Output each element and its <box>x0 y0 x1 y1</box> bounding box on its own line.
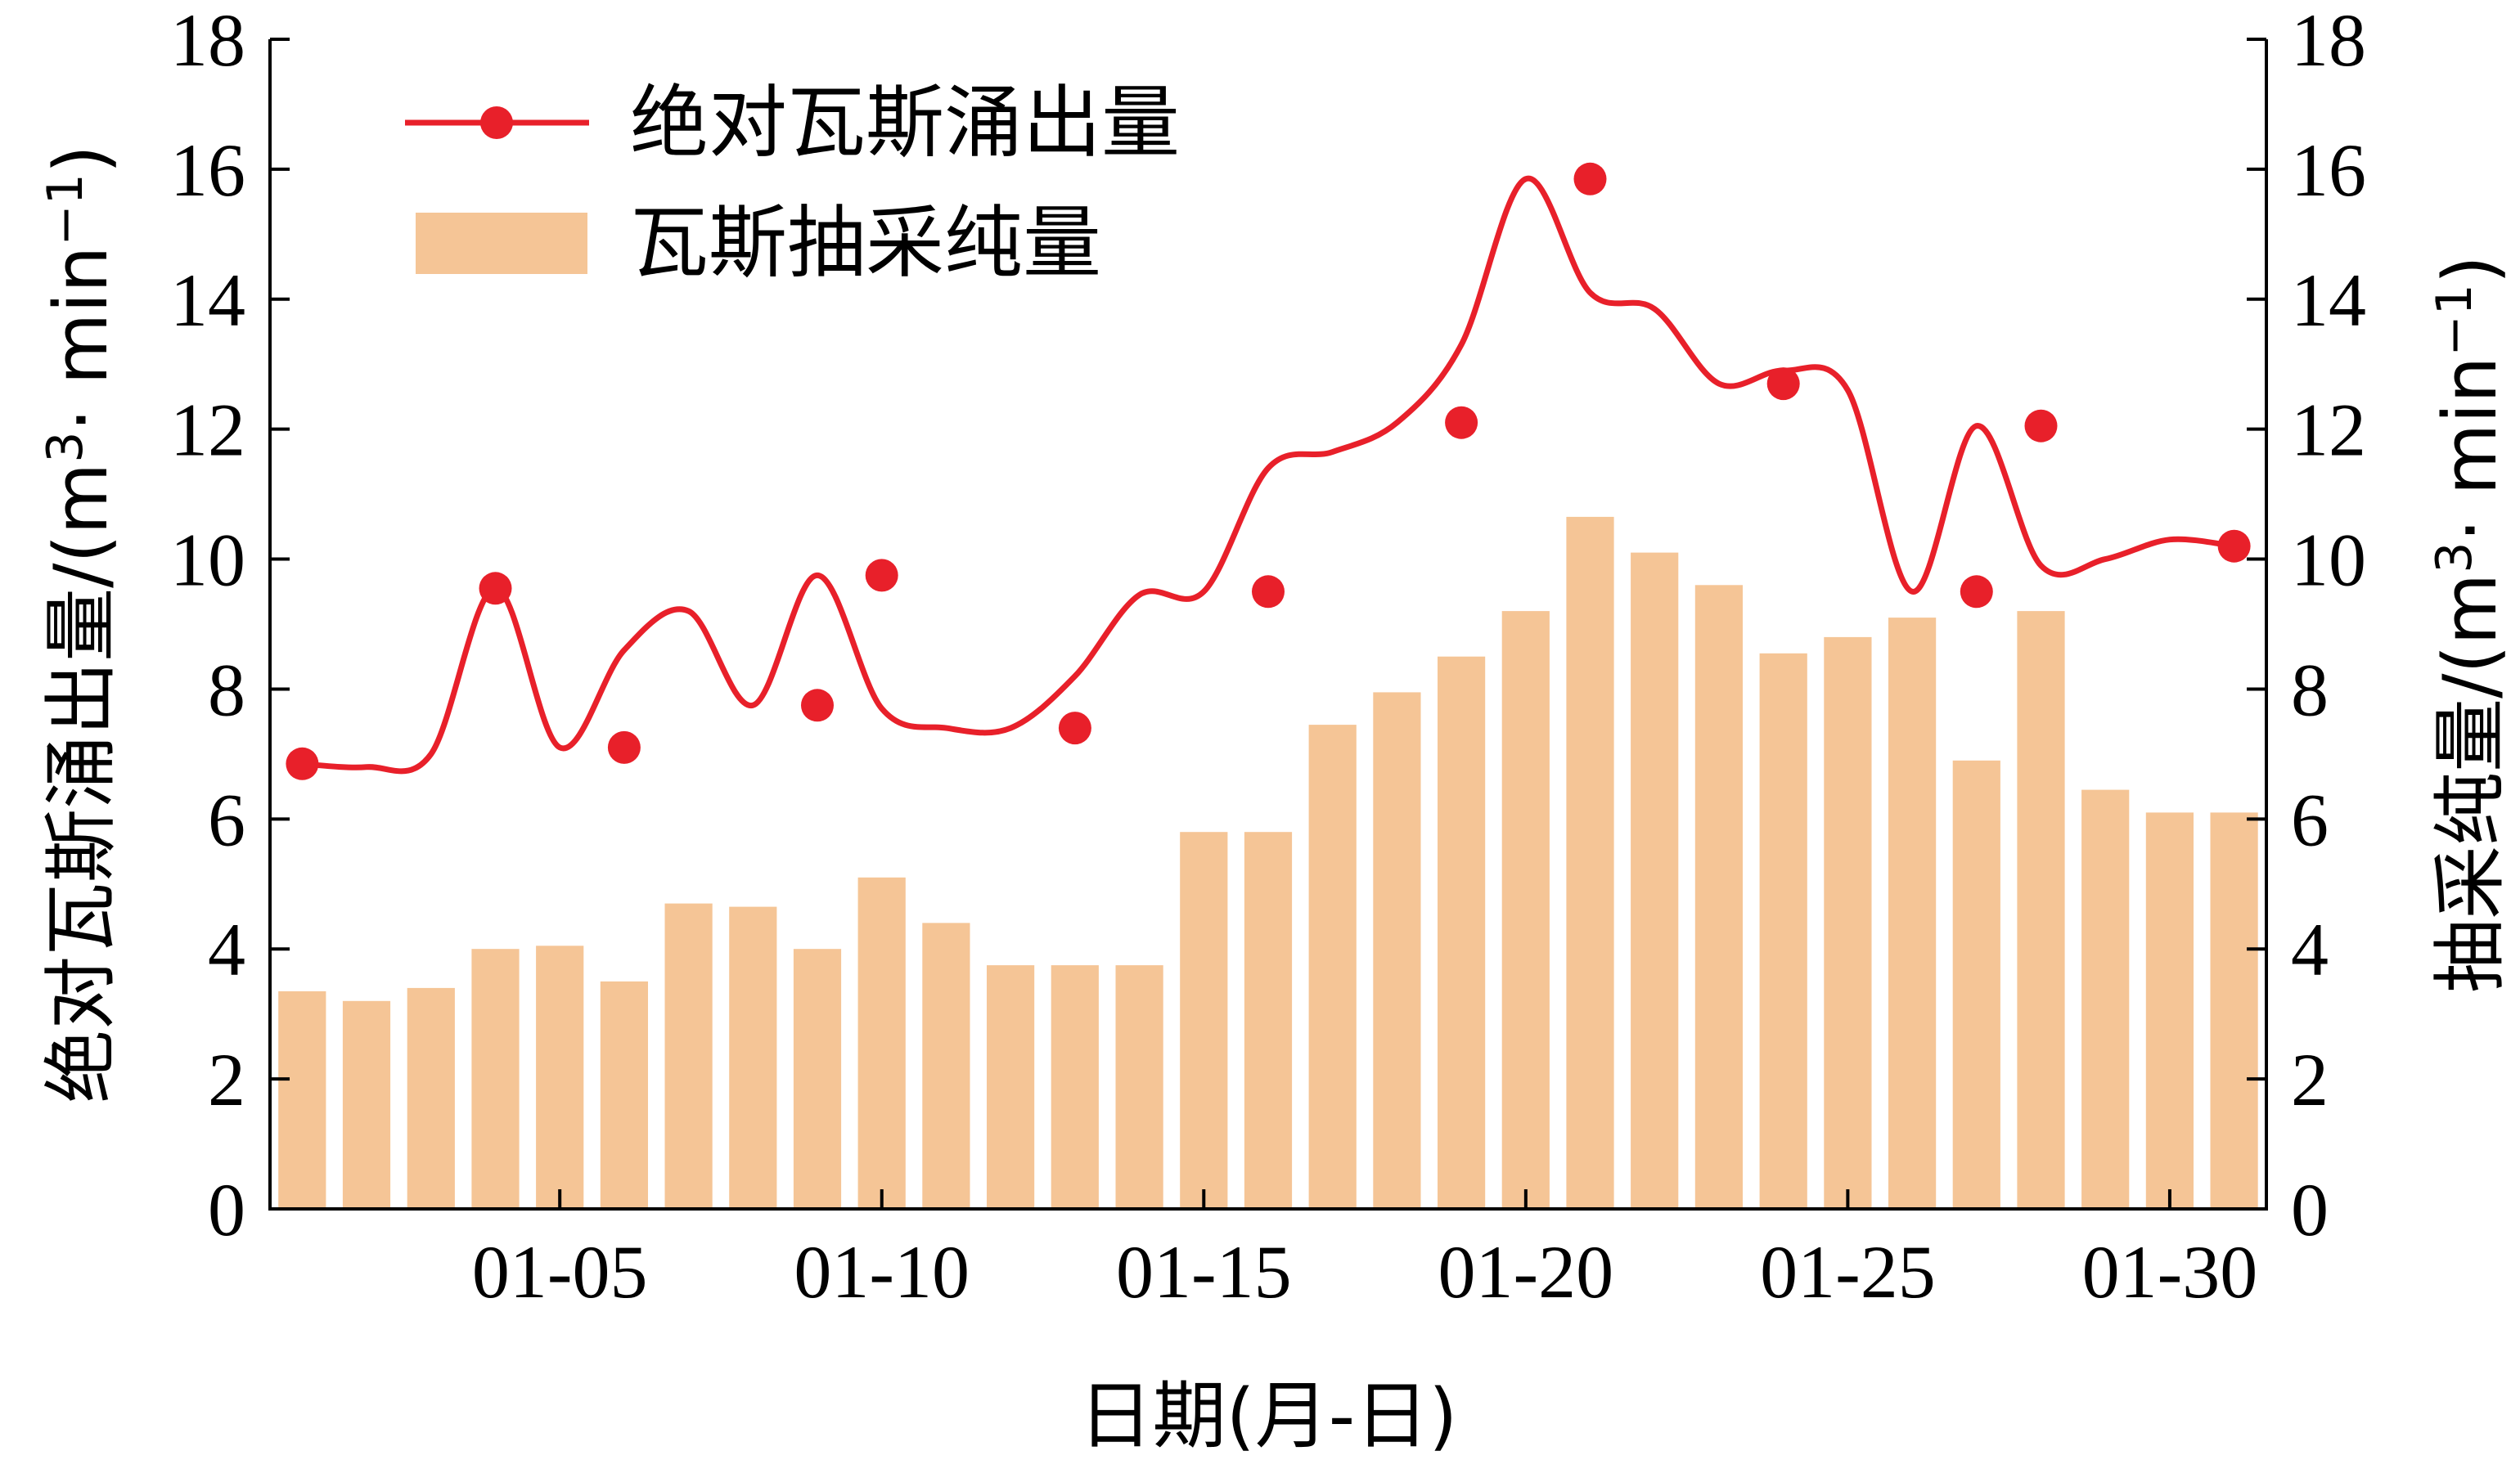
y-right-tick-label: 12 <box>2291 389 2366 472</box>
y-axis-right-title: 抽采纯量/(m3· min−1) <box>2426 255 2513 993</box>
bar-01-30 <box>2145 812 2194 1209</box>
bar-01-03 <box>407 987 455 1209</box>
bar-01-09 <box>793 949 842 1209</box>
marker-day-27 <box>1960 575 1993 609</box>
x-tick-label: 01-10 <box>794 1230 970 1314</box>
marker-day-24 <box>1766 367 1800 401</box>
bar-01-18 <box>1373 692 1421 1209</box>
marker-day-31 <box>2217 529 2251 563</box>
y-left-title-main: 绝对瓦斯涌出量/ <box>38 563 124 1103</box>
marker-day-9 <box>801 689 834 722</box>
marker-day-21 <box>1573 162 1607 195</box>
y-left-title-unit-post: ) <box>38 145 124 173</box>
x-tick-label: 01-20 <box>1438 1230 1614 1314</box>
bar-01-23 <box>1694 585 1743 1209</box>
bar-01-27 <box>1952 760 2000 1209</box>
legend-line-marker <box>480 106 513 139</box>
x-tick-label: 01-05 <box>472 1230 648 1314</box>
marker-day-10 <box>865 559 898 592</box>
bar-01-13 <box>1051 965 1099 1209</box>
bar-01-24 <box>1759 653 1807 1210</box>
legend: 绝对瓦斯涌出量 瓦斯抽采纯量 <box>405 77 1180 289</box>
y-left-tick-label: 12 <box>170 389 245 472</box>
bar-01-31 <box>2210 812 2258 1209</box>
y-right-tick-label: 18 <box>2291 0 2366 82</box>
y-right-tick-label: 2 <box>2291 1038 2329 1121</box>
tick-labels: 0 0 2 2 4 4 6 6 8 8 10 10 12 12 14 14 16 16 18 18 01-05 01-10… <box>170 0 2366 1314</box>
y-left-title-unit-mid: · min <box>38 246 124 432</box>
y-right-title-unit-mid: · min <box>2428 357 2513 542</box>
bar-01-19 <box>1438 656 1486 1209</box>
marker-day-28 <box>2024 409 2058 442</box>
bar-01-12 <box>987 965 1035 1209</box>
y-left-title-sup1: 3 <box>37 432 94 463</box>
marker-day-1 <box>286 747 319 780</box>
y-right-tick-label: 16 <box>2291 128 2366 212</box>
x-tick-label: 01-30 <box>2082 1230 2258 1314</box>
plot-frame <box>268 39 2268 1211</box>
y-left-title-sup2: −1 <box>37 173 94 245</box>
bar-01-05 <box>536 946 584 1210</box>
bar-01-16 <box>1244 832 1293 1209</box>
y-right-title-sup2: −1 <box>2426 284 2483 356</box>
y-right-title-sup1: 3 <box>2426 542 2483 573</box>
bar-01-17 <box>1308 725 1357 1209</box>
y-right-tick-label: 0 <box>2291 1168 2329 1251</box>
y-right-title-unit-post: ) <box>2428 255 2513 284</box>
bar-01-25 <box>1824 636 1872 1209</box>
y-right-title-main: 抽采纯量/ <box>2428 673 2513 993</box>
bar-01-02 <box>342 1000 391 1209</box>
marker-day-6 <box>607 730 641 764</box>
y-right-tick-label: 8 <box>2291 648 2329 731</box>
bar-01-04 <box>471 949 520 1209</box>
axis-ticks <box>270 38 2266 1211</box>
bar-01-11 <box>922 923 970 1209</box>
legend-line-label: 绝对瓦斯涌出量 <box>630 77 1180 168</box>
y-left-tick-label: 4 <box>208 908 245 991</box>
bar-01-28 <box>2017 611 2065 1209</box>
bar-01-15 <box>1180 832 1228 1209</box>
marker-day-16 <box>1252 575 1285 609</box>
marker-day-19 <box>1445 406 1478 439</box>
bar-01-21 <box>1566 516 1614 1209</box>
marker-day-13 <box>1058 712 1091 745</box>
y-axis-left-title: 绝对瓦斯涌出量/(m3· min−1) <box>37 145 124 1103</box>
y-right-tick-label: 6 <box>2291 778 2329 861</box>
bar-01-29 <box>2081 789 2130 1209</box>
x-tick-label: 01-15 <box>1116 1230 1292 1314</box>
y-left-tick-label: 2 <box>208 1038 245 1121</box>
y-left-tick-label: 10 <box>170 519 245 602</box>
y-left-tick-label: 8 <box>208 648 245 731</box>
y-left-tick-label: 16 <box>170 128 245 212</box>
legend-bar-label: 瓦斯抽采纯量 <box>630 197 1101 289</box>
y-left-tick-label: 14 <box>170 258 245 342</box>
marker-day-4 <box>479 572 512 605</box>
y-left-title-unit-pre: (m <box>38 463 124 564</box>
bar-series <box>278 516 2258 1210</box>
y-right-tick-label: 14 <box>2291 258 2366 342</box>
bar-01-10 <box>857 877 906 1209</box>
bar-01-14 <box>1115 965 1163 1209</box>
y-left-tick-label: 6 <box>208 778 245 861</box>
y-right-tick-label: 10 <box>2291 519 2366 602</box>
legend-bar-swatch <box>416 213 587 274</box>
line-series <box>302 175 2235 775</box>
bar-01-08 <box>729 906 777 1209</box>
x-tick-label: 01-25 <box>1760 1230 1936 1314</box>
bar-01-01 <box>278 991 326 1209</box>
bar-01-26 <box>1888 618 1937 1209</box>
x-axis-title: 日期(月-日) <box>1079 1373 1458 1459</box>
bar-01-22 <box>1631 552 1679 1209</box>
bar-01-06 <box>600 981 648 1209</box>
line-markers <box>286 162 2251 780</box>
y-left-tick-label: 0 <box>208 1168 245 1251</box>
bar-01-20 <box>1501 611 1550 1209</box>
y-right-tick-label: 4 <box>2291 908 2329 991</box>
y-right-title-unit-pre: (m <box>2428 573 2513 674</box>
y-left-tick-label: 18 <box>170 0 245 82</box>
bar-01-07 <box>664 903 713 1209</box>
